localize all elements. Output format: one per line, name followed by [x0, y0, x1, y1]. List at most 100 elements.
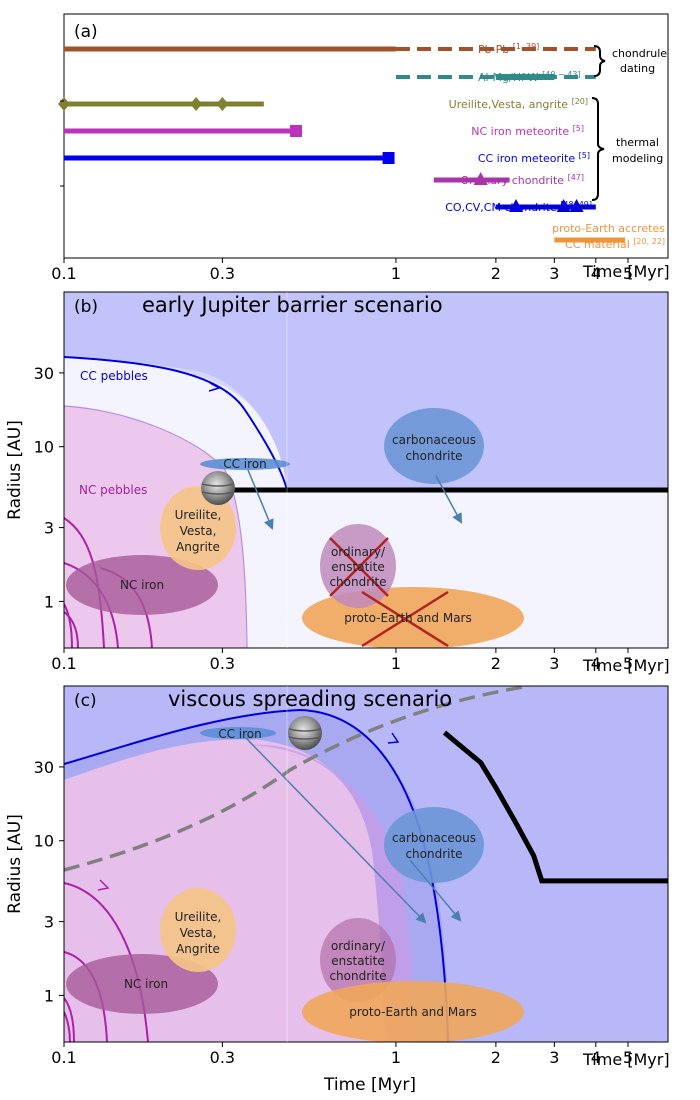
mixing-band: [250, 744, 415, 1042]
label-ordinary-3: chondrite: [329, 575, 386, 589]
x-tick-label: 1: [391, 264, 401, 283]
nc-pebble-path: [64, 603, 73, 648]
cross-ordinary: [329, 537, 389, 597]
x-tick-label: 1: [391, 654, 401, 673]
row-label: Ureilite,Vesta, angrite [20]: [449, 97, 588, 111]
panel-c: (c) viscous spreading scenario CC iron c…: [5, 685, 670, 1095]
nc-pebble-path: [64, 611, 79, 648]
brace-chondrule-dating: [593, 45, 606, 77]
label-carbonaceous-2: chondrite: [405, 847, 462, 861]
label-ordinary-3: chondrite: [329, 969, 386, 983]
row-label-text: CO,CV,CM chondrite: [445, 201, 560, 214]
x-tick-label: 5: [623, 654, 633, 673]
label-ureilite-3: Angrite: [176, 540, 220, 554]
label-ordinary-1: ordinary/: [331, 545, 386, 559]
marker-square: [382, 152, 395, 164]
ellipse-ureilite: [160, 888, 236, 972]
x-tick-label: 0.3: [210, 264, 235, 283]
label-ordinary-1: ordinary/: [331, 939, 386, 953]
label-ureilite-2: Vesta,: [180, 524, 217, 538]
brace-thermal-modeling: [591, 97, 605, 201]
row-label-ref: [5]: [579, 151, 590, 160]
cc-pebble-arrow: [208, 382, 221, 392]
row-label-text: Ureilite,Vesta, angrite: [449, 98, 572, 111]
x-tick-label: 4: [591, 654, 601, 673]
x-tick-label: 0.1: [51, 264, 76, 283]
ellipse-carbonaceous: [384, 807, 484, 883]
label-ureilite-1: Ureilite,: [175, 508, 222, 522]
row-label-ref: [40 − 43]: [542, 70, 580, 79]
label-nc-iron: NC iron: [120, 578, 164, 592]
row-label-text: proto-Earth accretes: [552, 222, 665, 235]
row-label-line2: CC material [20, 22]: [565, 237, 665, 251]
x-tick-label: 0.1: [51, 654, 76, 673]
panel-c-label: (c): [74, 691, 97, 711]
ellipse-ordinary: [320, 918, 396, 1002]
row-label: Pb-Pb [1, 39]: [478, 42, 539, 56]
label-carbonaceous-1: carbonaceous: [392, 831, 476, 845]
jupiter-band: [201, 483, 235, 495]
y-tick-label: 1: [44, 986, 54, 1005]
y-tick-label: 1: [44, 592, 54, 611]
marker-triangle: [569, 199, 584, 212]
group-label-chondrule-line1: chondrule: [612, 47, 667, 60]
panel-b-x-ticks: 0.1 0.3 1 2 3 4 5: [51, 648, 633, 673]
panel-b-ylabel: Radius [AU]: [5, 420, 25, 520]
row-label-text: CC iron meteorite: [478, 152, 579, 165]
jupiter-planet: [288, 716, 322, 750]
drift-arrow: [245, 737, 427, 924]
nc-pebble-path: [64, 1011, 71, 1042]
row-label-ref: [20]: [572, 97, 588, 106]
nc-pebble-path: [64, 997, 75, 1042]
x-tick-label: 5: [623, 264, 633, 283]
x-tick-label: 4: [591, 264, 601, 283]
cross-proto-earth: [361, 590, 449, 648]
x-tick-label: 3: [549, 1048, 559, 1067]
panel-c-title: viscous spreading scenario: [168, 687, 452, 711]
panel-c-xlabel-right: Time [Myr]: [582, 1050, 670, 1069]
x-tick-label: 4: [591, 1048, 601, 1067]
panel-a-label: (a): [74, 22, 98, 42]
x-tick-label: 0.3: [210, 1048, 235, 1067]
row-label: Ordinary chondrite [47]: [460, 173, 584, 187]
x-tick-label: 2: [491, 1048, 501, 1067]
ellipse-proto-earth: [302, 981, 524, 1042]
pebble-arrowhead: [97, 879, 110, 891]
row-label-text: Pb-Pb: [478, 43, 513, 56]
panel-a: (a) Pb-Pb [1, 39] Al-Mg/Hf-W [40 − 43] Ure…: [51, 13, 670, 283]
label-cc-iron: CC iron: [218, 727, 262, 741]
panel-a-rows: [58, 46, 626, 243]
ellipse-cc-iron: [200, 458, 290, 470]
label-proto-earth: proto-Earth and Mars: [344, 611, 472, 625]
panel-a-xlabel: Time [Myr]: [582, 262, 670, 281]
ellipse-cc-iron: [200, 727, 276, 739]
cc-region-upper: [64, 292, 668, 490]
row-label-text: Ordinary chondrite: [460, 174, 567, 187]
group-label-thermal-line2: modeling: [612, 152, 663, 165]
pebble-arrowhead: [387, 732, 400, 744]
marker-diamond: [190, 97, 203, 111]
row-label-ref: [48, 49]: [560, 200, 592, 209]
row-label-text: NC iron meteorite: [471, 125, 572, 138]
row-label: proto-Earth accretes: [552, 222, 665, 235]
y-tick-label: 10: [34, 438, 54, 457]
dashed-transition-line: [64, 686, 531, 872]
nc-pebble-path: [64, 517, 105, 648]
group-label-thermal-line1: thermal: [616, 136, 659, 149]
ellipse-carbonaceous: [384, 408, 484, 484]
label-cc-iron: CC iron: [223, 457, 267, 471]
row-label: CC iron meteorite [5]: [478, 151, 590, 165]
panel-c-ylabel: Radius [AU]: [5, 814, 25, 914]
row-label-text: CC material: [565, 238, 633, 251]
cc-pebble-path: [64, 708, 449, 1042]
row-label: NC iron meteorite [5]: [471, 124, 584, 138]
row-label: Al-Mg/Hf-W [40 − 43]: [478, 70, 581, 84]
row-label-text: Al-Mg/Hf-W: [478, 71, 542, 84]
panel-c-y-ticks: 1 3 10 30: [34, 758, 64, 1005]
panel-a-x-ticks: 0.1 0.3 1 2 3 4 5: [51, 258, 633, 283]
drift-arrow: [247, 469, 274, 530]
marker-diamond: [58, 97, 70, 111]
label-ureilite-3: Angrite: [176, 942, 220, 956]
region-label-cc-pebbles: CC pebbles: [80, 369, 148, 383]
